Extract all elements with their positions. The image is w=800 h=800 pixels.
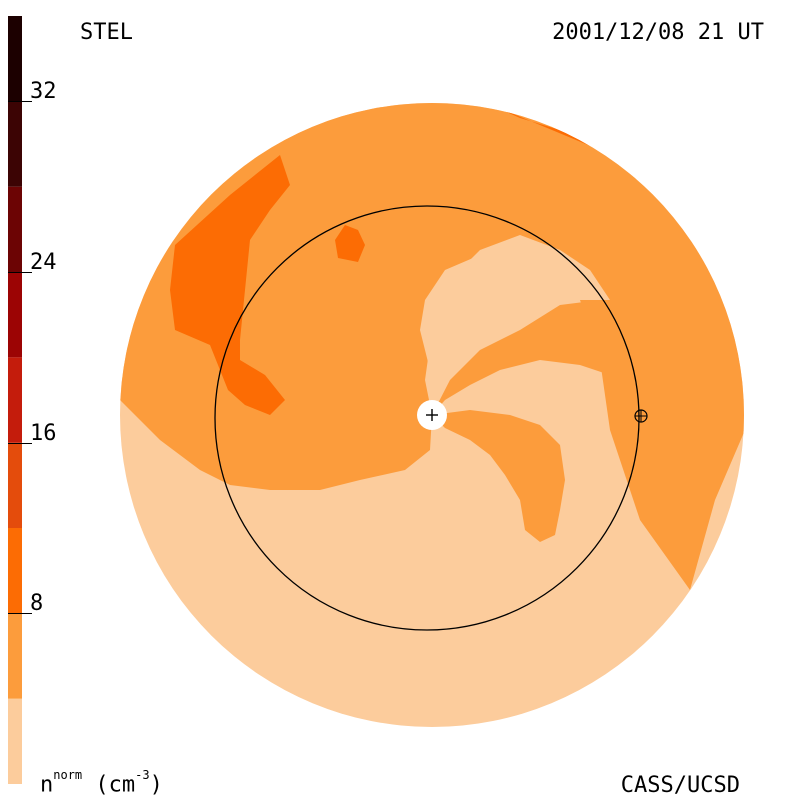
color-scale-band <box>8 357 22 443</box>
color-scale-band <box>8 272 22 358</box>
color-scale-tick-mark <box>8 101 32 103</box>
high-density-blob <box>335 225 365 262</box>
color-scale-tick-mark <box>8 613 32 615</box>
high-density-region-west <box>170 155 290 415</box>
timestamp: 2001/12/08 21 UT <box>552 20 764 45</box>
color-scale-band <box>8 16 22 102</box>
color-scale-band <box>8 613 22 699</box>
quantity-symbol: n <box>40 772 54 798</box>
color-scale-band <box>8 101 22 187</box>
mid-density-finger-east <box>432 300 620 415</box>
unit-label: nnorm (cm-3) <box>40 769 163 798</box>
color-scale-tick-label: 32 <box>30 79 57 105</box>
earth-orbit-circle <box>214 205 640 631</box>
color-scale-tick-label: 8 <box>30 591 44 617</box>
color-scale-tick-mark <box>8 272 32 273</box>
color-scale-tick-label: 24 <box>30 250 57 275</box>
color-scale-tick-mark <box>8 442 32 444</box>
quantity-superscript: norm <box>53 768 83 782</box>
mid-density-finger-southeast <box>432 410 565 542</box>
color-scale-bar <box>8 16 22 784</box>
unit-prefix: (cm <box>95 772 136 798</box>
color-scale-band <box>8 442 22 528</box>
color-scale-band <box>8 698 22 784</box>
low-density-arm-north <box>420 240 610 415</box>
source-label: STEL <box>80 20 133 45</box>
color-scale-tick-label: 16 <box>30 420 57 446</box>
credit-label: CASS/UCSD <box>620 773 740 798</box>
color-scale-band <box>8 186 22 272</box>
mid-density-region-north <box>120 103 744 590</box>
unit-suffix: ) <box>149 772 163 798</box>
unit-superscript: -3 <box>135 768 150 782</box>
color-scale-band <box>8 528 22 614</box>
